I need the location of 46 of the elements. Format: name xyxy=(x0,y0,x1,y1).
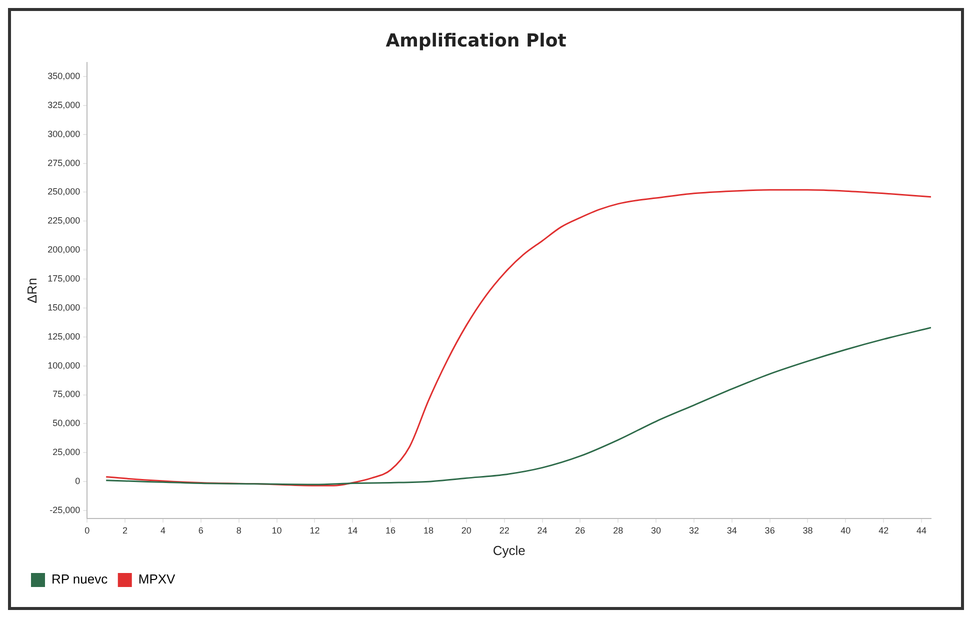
x-tick-label: 28 xyxy=(613,525,624,536)
y-tick-label: 350,000 xyxy=(48,70,80,81)
x-tick-label: 20 xyxy=(461,525,472,536)
y-tick-label: -25,000 xyxy=(50,504,80,515)
y-tick-label: 250,000 xyxy=(48,186,80,197)
y-tick-label: 0 xyxy=(75,476,80,486)
x-tick-label: 32 xyxy=(688,525,699,536)
x-tick-label: 44 xyxy=(916,525,927,536)
x-tick-label: 36 xyxy=(764,525,775,536)
x-tick-label: 22 xyxy=(499,525,510,536)
y-tick-label: 275,000 xyxy=(48,158,80,168)
legend-label: RP nuevc xyxy=(52,572,108,587)
x-tick-label: 18 xyxy=(423,525,434,536)
x-tick-label: 12 xyxy=(310,525,320,536)
x-tick-label: 42 xyxy=(878,525,889,536)
y-tick-label: 325,000 xyxy=(48,100,80,110)
x-axis-title: Cycle xyxy=(492,542,526,558)
y-tick-label: 200,000 xyxy=(48,244,80,255)
x-tick-label: 14 xyxy=(348,525,358,536)
chart-title: Amplification Plot xyxy=(386,30,567,52)
x-tick-label: 16 xyxy=(386,525,396,536)
y-tick-label: 50,000 xyxy=(52,418,80,428)
x-tick-label: 26 xyxy=(575,525,586,536)
x-tick-label: 40 xyxy=(840,525,851,536)
x-tick-label: 0 xyxy=(84,525,90,536)
y-tick-label: 100,000 xyxy=(48,360,80,370)
y-tick-label: 225,000 xyxy=(48,216,80,226)
line-series xyxy=(105,326,931,486)
x-tick-label: 38 xyxy=(802,525,813,536)
y-tick-label: 25,000 xyxy=(52,447,80,458)
x-tick-label: 6 xyxy=(198,525,204,536)
x-tick-label: 34 xyxy=(726,525,737,536)
y-tick-label: 75,000 xyxy=(52,389,80,400)
x-tick-label: 2 xyxy=(122,525,128,536)
y-tick-label: 300,000 xyxy=(48,128,80,139)
x-tick-label: 10 xyxy=(272,525,282,536)
x-tick-label: 24 xyxy=(537,525,548,536)
y-tick-label: 150,000 xyxy=(48,302,80,312)
x-tick-label: 8 xyxy=(236,525,242,536)
y-tick-label: 125,000 xyxy=(48,331,80,342)
x-tick-label: 30 xyxy=(651,525,662,536)
x-tick-label: 4 xyxy=(160,525,166,536)
line-series xyxy=(105,189,931,486)
y-tick-label: 175,000 xyxy=(48,274,80,284)
y-axis-title: ΔRn xyxy=(24,278,40,304)
legend-label: MPXV xyxy=(138,572,176,587)
